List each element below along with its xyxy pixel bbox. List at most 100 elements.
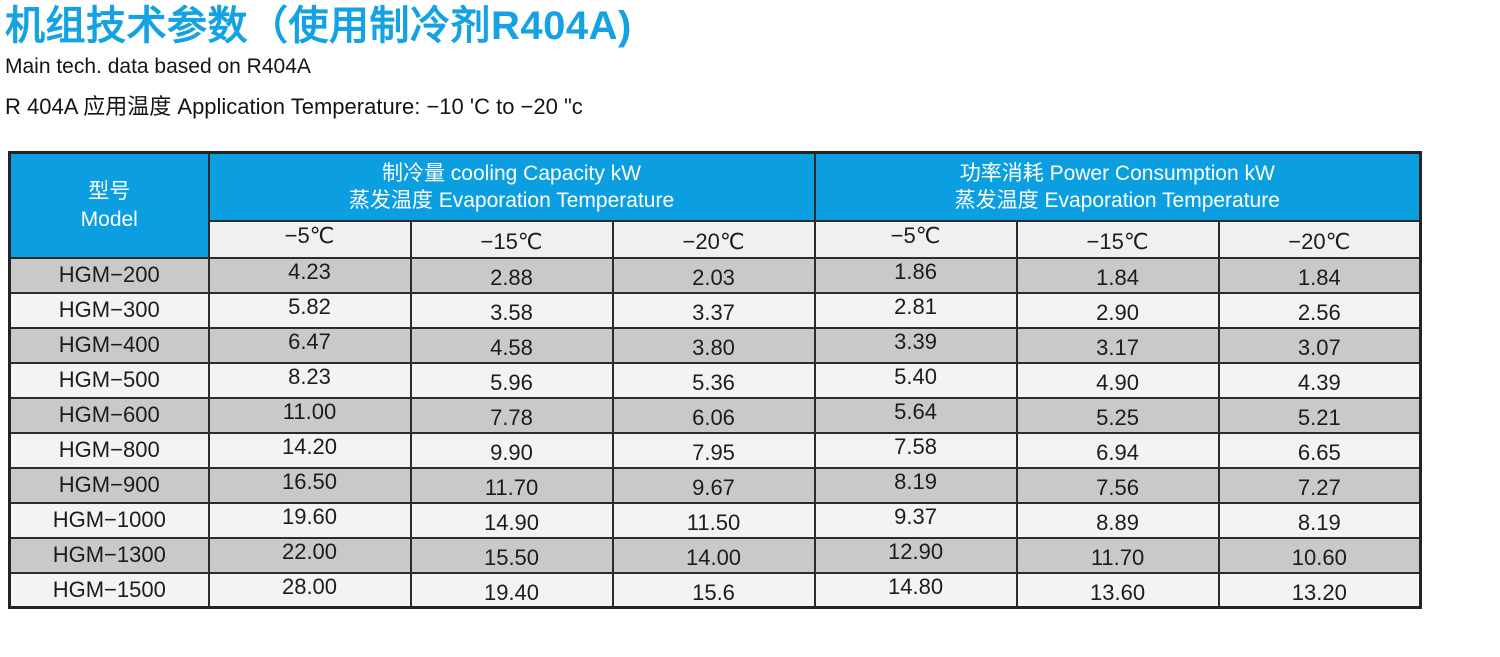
model-label: HGM−300	[58, 297, 160, 323]
value-cell: 2.56	[1217, 291, 1422, 329]
value-cell: 13.60	[1015, 571, 1220, 609]
value-label: 11.50	[686, 510, 741, 536]
value-cell: 6.65	[1217, 431, 1422, 469]
value-label: 6.06	[692, 405, 735, 431]
value-cell: 11.50	[611, 501, 816, 539]
value-cell: 15.6	[611, 571, 816, 609]
value-label: 2.90	[1096, 300, 1139, 326]
value-cell: 5.40	[813, 361, 1018, 399]
tech-data-table: 型号 Model 制冷量 cooling Capacity kW 蒸发温度 Ev…	[8, 151, 1423, 610]
value-label: 6.94	[1096, 440, 1139, 466]
model-header-en: Model	[80, 207, 138, 231]
table-row: HGM−600 11.00 7.78 6.06 5.64 5.25 5.21	[8, 396, 1422, 434]
value-label: 7.56	[1096, 475, 1139, 501]
value-cell: 1.86	[813, 256, 1018, 294]
value-cell: 1.84	[1217, 256, 1422, 294]
value-label: 5.64	[894, 399, 937, 425]
value-label: 5.82	[288, 294, 331, 320]
value-label: 22.00	[281, 539, 338, 565]
value-label: 7.78	[490, 405, 533, 431]
temp-header-label: −15℃	[480, 229, 543, 255]
value-cell: 7.58	[813, 431, 1018, 469]
value-label: 15.6	[692, 580, 735, 606]
value-label: 1.84	[1096, 265, 1139, 291]
value-label: 8.23	[288, 364, 331, 390]
cooling-capacity-subtitle: 蒸发温度 Evaporation Temperature	[348, 189, 675, 213]
value-label: 9.37	[894, 504, 937, 530]
table-row: HGM−900 16.50 11.70 9.67 8.19 7.56 7.27	[8, 466, 1422, 504]
power-consumption-group-header: 功率消耗 Power Consumption kW 蒸发温度 Evaporati…	[813, 151, 1422, 222]
value-cell: 22.00	[207, 536, 412, 574]
model-cell: HGM−1300	[8, 536, 210, 574]
temp-header-cooling-minus20: −20℃	[611, 219, 816, 259]
value-cell: 14.80	[813, 571, 1018, 609]
value-label: 9.90	[490, 440, 533, 466]
model-cell: HGM−600	[8, 396, 210, 434]
temp-header-cooling-minus5: −5℃	[207, 219, 412, 259]
temp-header-power-minus20: −20℃	[1217, 219, 1422, 259]
value-label: 2.81	[894, 294, 937, 320]
application-temperature-note: R 404A 应用温度 Application Temperature: −10…	[5, 93, 583, 119]
value-cell: 3.17	[1015, 326, 1220, 364]
value-cell: 8.19	[1217, 501, 1422, 539]
model-label: HGM−600	[58, 402, 160, 428]
value-cell: 16.50	[207, 466, 412, 504]
value-label: 5.96	[490, 370, 533, 396]
value-cell: 2.88	[409, 256, 614, 294]
temp-header-label: −20℃	[1288, 229, 1351, 255]
table-row: HGM−1300 22.00 15.50 14.00 12.90 11.70 10.60	[8, 536, 1422, 574]
value-cell: 4.23	[207, 256, 412, 294]
value-label: 3.39	[894, 329, 937, 355]
temp-header-label: −20℃	[682, 229, 745, 255]
value-cell: 8.23	[207, 361, 412, 399]
value-label: 4.39	[1297, 370, 1341, 396]
page-subtitle: Main tech. data based on R404A	[5, 54, 311, 78]
value-cell: 19.60	[207, 501, 412, 539]
value-label: 11.70	[484, 475, 539, 501]
value-cell: 3.58	[409, 291, 614, 329]
value-cell: 19.40	[409, 571, 614, 609]
value-cell: 7.27	[1217, 466, 1422, 504]
model-label: HGM−900	[58, 472, 160, 498]
value-label: 3.17	[1096, 335, 1139, 361]
value-label: 5.40	[894, 364, 937, 390]
page-title: 机组技术参数（使用制冷剂R404A)	[5, 4, 632, 48]
table-row: HGM−1000 19.60 14.90 11.50 9.37 8.89 8.19	[8, 501, 1422, 539]
model-cell: HGM−500	[8, 361, 210, 399]
table-row: HGM−1500 28.00 19.40 15.6 14.80 13.60 13.20	[8, 571, 1422, 609]
model-label: HGM−500	[58, 367, 160, 393]
group-header-row: 型号 Model 制冷量 cooling Capacity kW 蒸发温度 Ev…	[8, 151, 1422, 259]
model-cell: HGM−200	[8, 256, 210, 294]
model-column-header: 型号 Model	[8, 151, 210, 259]
table-row: HGM−500 8.23 5.96 5.36 5.40 4.90 4.39	[8, 361, 1422, 399]
value-label: 19.60	[281, 504, 338, 530]
value-cell: 3.37	[611, 291, 816, 329]
value-cell: 2.81	[813, 291, 1018, 329]
value-label: 5.25	[1096, 405, 1139, 431]
temp-header-label: −15℃	[1086, 229, 1149, 255]
cooling-capacity-title: 制冷量 cooling Capacity kW	[381, 161, 642, 185]
value-cell: 5.25	[1015, 396, 1220, 434]
value-cell: 9.90	[409, 431, 614, 469]
value-label: 8.89	[1096, 510, 1139, 536]
value-cell: 6.06	[611, 396, 816, 434]
value-label: 4.58	[490, 335, 533, 361]
model-label: HGM−1300	[52, 542, 166, 568]
value-cell: 13.20	[1217, 571, 1422, 609]
value-cell: 2.90	[1015, 291, 1220, 329]
value-label: 7.58	[894, 434, 937, 460]
value-label: 11.00	[282, 399, 337, 425]
value-label: 4.23	[288, 259, 331, 285]
value-cell: 8.89	[1015, 501, 1220, 539]
value-label: 8.19	[894, 469, 937, 495]
value-cell: 14.00	[611, 536, 816, 574]
model-label: HGM−200	[58, 262, 160, 288]
value-label: 14.80	[888, 574, 944, 600]
value-label: 14.20	[281, 434, 338, 460]
value-cell: 15.50	[409, 536, 614, 574]
value-cell: 5.64	[813, 396, 1018, 434]
temp-header-cooling-minus15: −15℃	[409, 219, 614, 259]
value-label: 28.00	[281, 574, 338, 600]
value-label: 6.65	[1297, 440, 1341, 466]
